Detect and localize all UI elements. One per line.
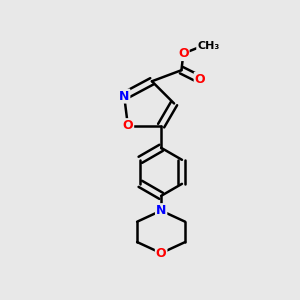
Text: CH₃: CH₃ [197,41,219,51]
Text: O: O [195,73,205,86]
Text: N: N [156,204,166,217]
Text: N: N [119,90,129,103]
Text: O: O [156,247,167,260]
Text: O: O [178,47,189,60]
Text: O: O [123,119,133,132]
